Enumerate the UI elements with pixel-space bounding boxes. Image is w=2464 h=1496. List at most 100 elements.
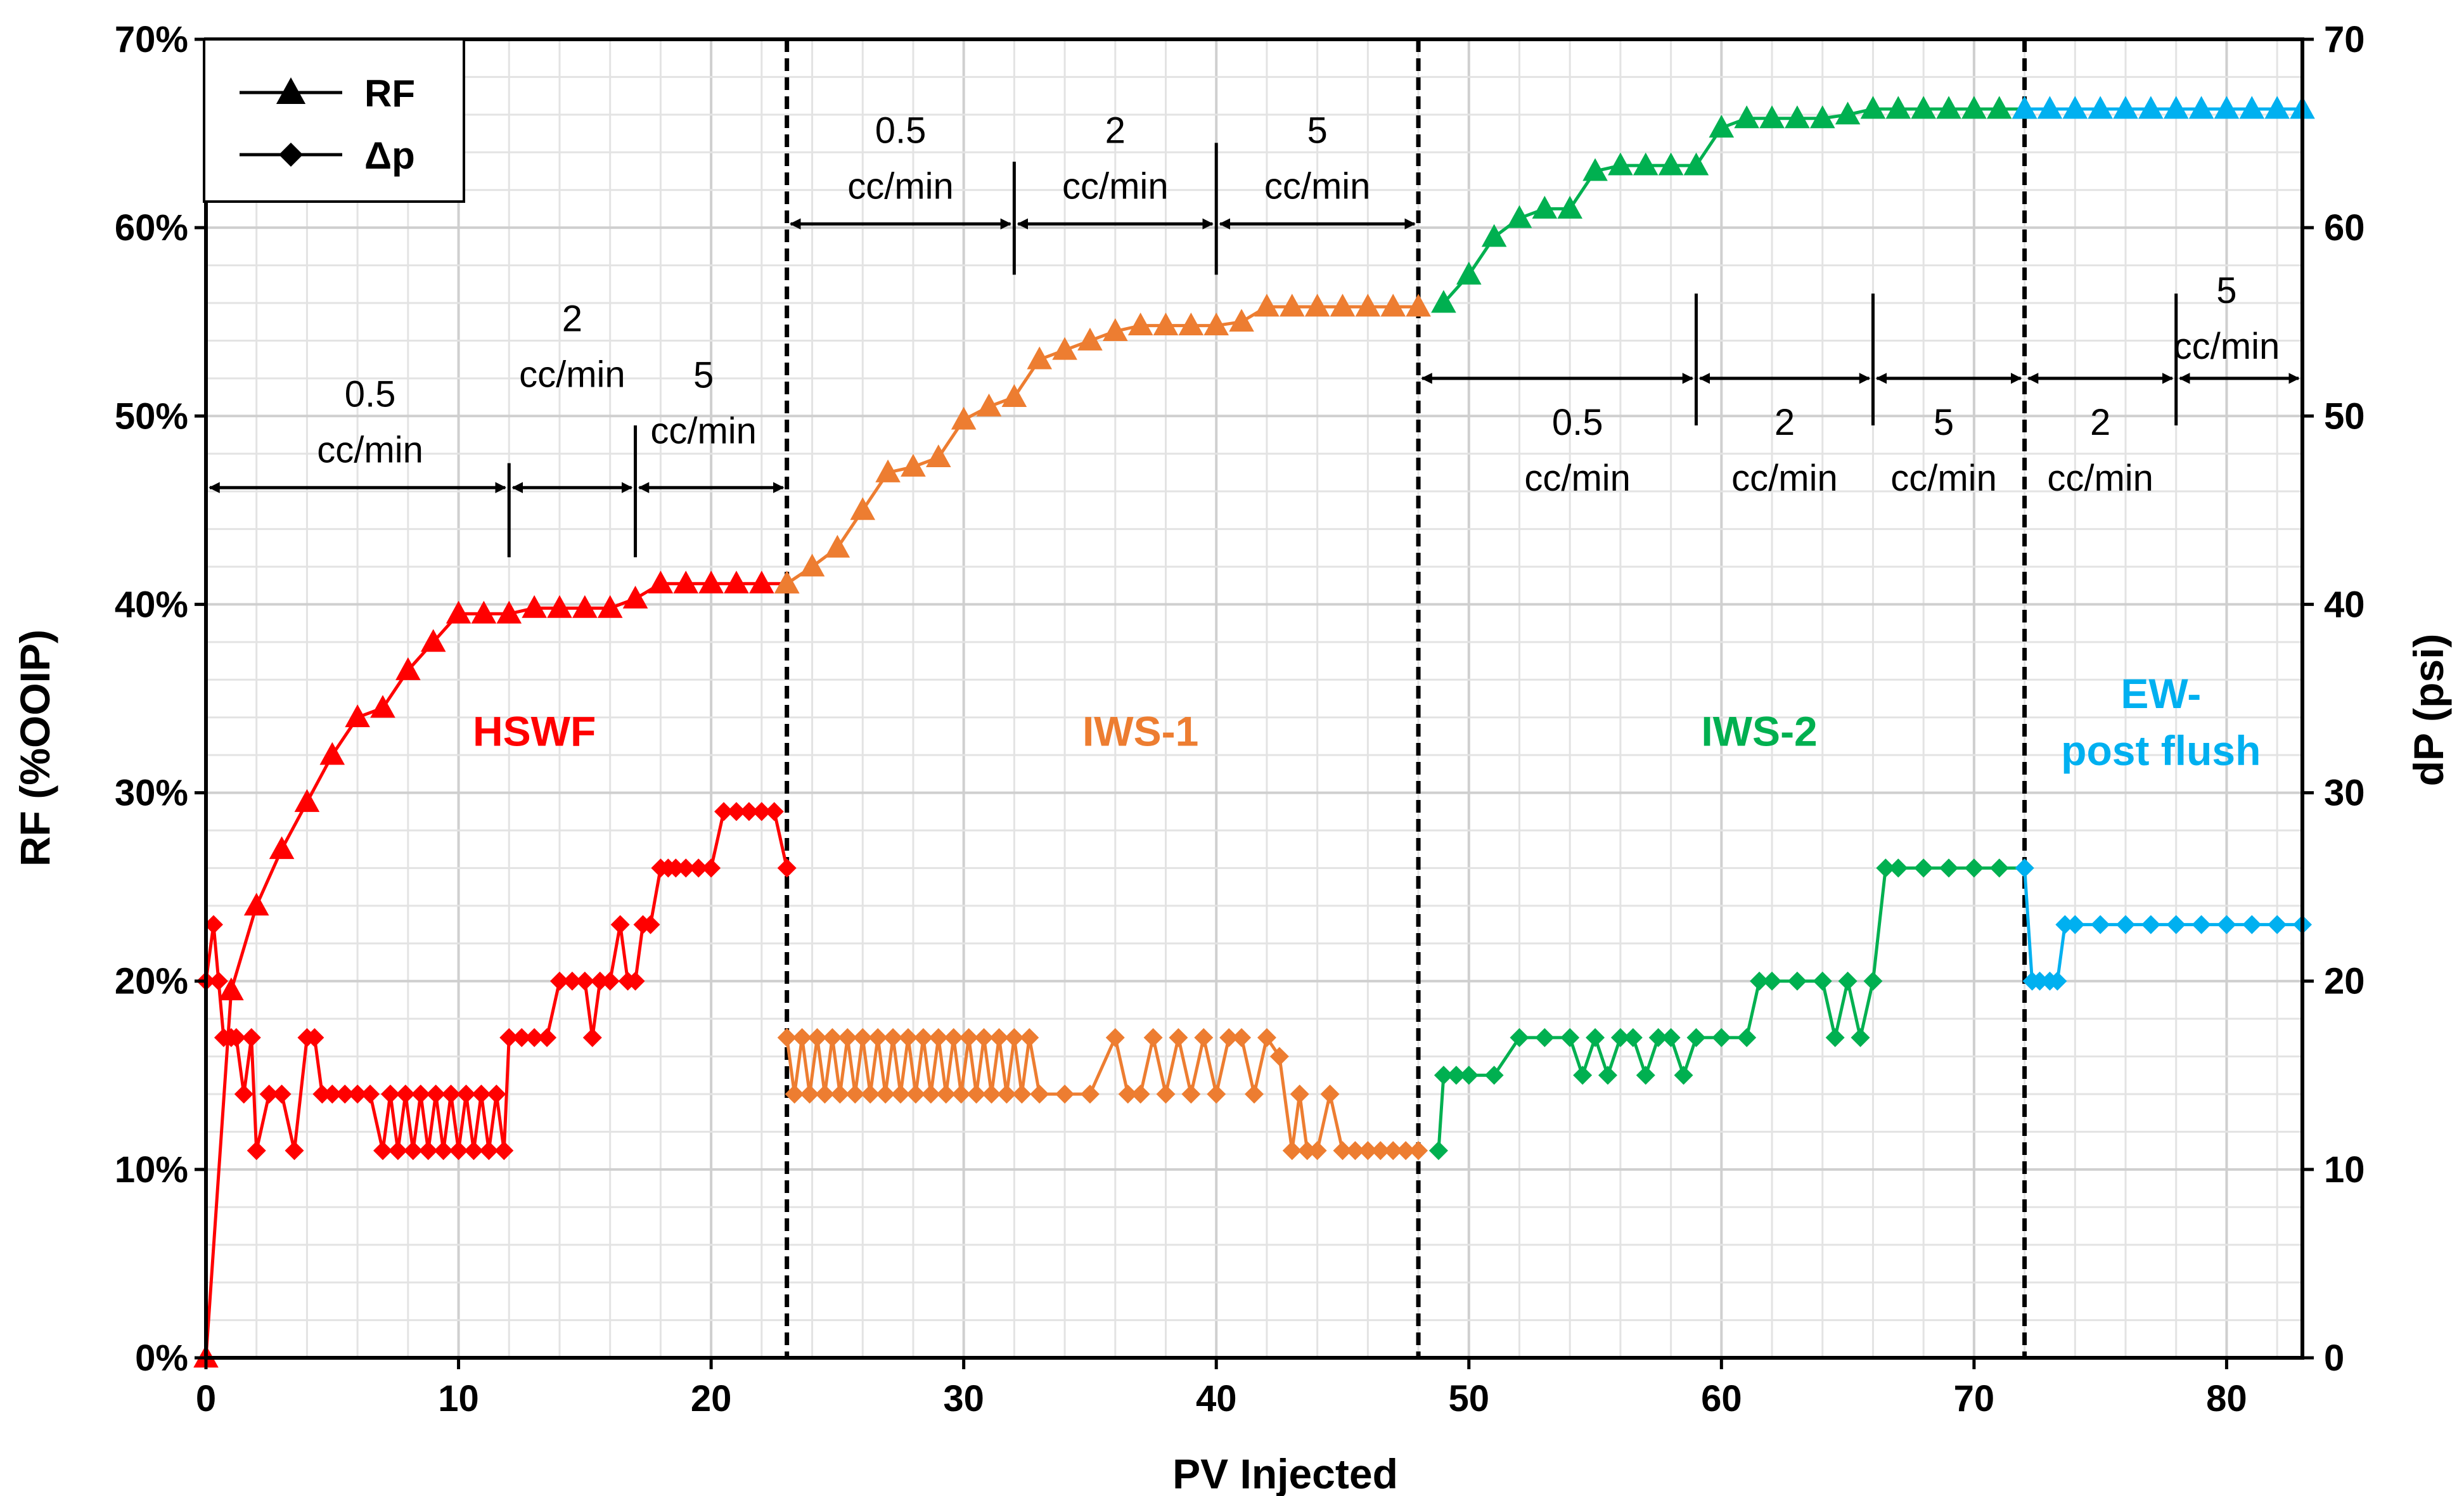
x-tick-label: 60 (1701, 1378, 1742, 1419)
legend: RF Δp (203, 38, 465, 203)
rate-label-line: cc/min (1731, 458, 1838, 499)
dp-point (247, 1141, 266, 1161)
y-right-tick-label: 30 (2324, 773, 2365, 814)
rate-label: 5 cc/min (2174, 270, 2280, 367)
legend-box (203, 38, 465, 203)
rf-series-hswf (193, 571, 800, 1368)
dp-point (876, 1085, 895, 1104)
rate-label: 5 cc/min (650, 355, 757, 452)
dp-point (815, 1085, 835, 1104)
dp-point (944, 1028, 963, 1047)
dp-point (388, 1141, 407, 1161)
phase-label-line: post flush (2061, 727, 2261, 774)
rate-label: 2 cc/min (2047, 402, 2153, 499)
dp-point (395, 1085, 415, 1104)
rate-label: 0.5 cc/min (317, 373, 423, 470)
dp-point (2015, 858, 2034, 878)
rf-point (1785, 105, 1810, 129)
rf-point (319, 742, 345, 765)
dp-point (951, 1085, 971, 1104)
rf-point (976, 393, 1002, 416)
rate-label-line: cc/min (1524, 458, 1631, 499)
dp-point (305, 1028, 324, 1047)
dp-point (323, 1085, 342, 1104)
rf-point (1102, 318, 1128, 341)
dp-point (1636, 1066, 1655, 1085)
x-axis-label: PV Injected (1172, 1450, 1398, 1496)
y-right-tick-label: 60 (2324, 207, 2365, 248)
dp-point (361, 1085, 380, 1104)
rf-point (1330, 293, 1356, 317)
rf-point (1936, 96, 1961, 119)
rf-line (786, 305, 1419, 585)
dp-point (1851, 1028, 1870, 1047)
dp-point (936, 1085, 956, 1104)
rf-point (1304, 293, 1330, 317)
plot-frame (204, 37, 2304, 1360)
rf-point (2214, 96, 2240, 119)
rf-point (219, 977, 244, 1000)
dp-point (689, 858, 709, 878)
legend-label: RF (364, 72, 415, 115)
dp-point (714, 802, 734, 822)
dp-point (1030, 1085, 1049, 1104)
dp-point (1012, 1085, 1032, 1104)
dp-point (1813, 971, 1832, 991)
rf-point (471, 600, 497, 624)
dp-point (1297, 1141, 1317, 1161)
dp-point (272, 1085, 292, 1104)
dp-point (1245, 1085, 1264, 1104)
dp-point (1686, 1028, 1706, 1047)
dp-point (1737, 1028, 1757, 1047)
dp-point (1560, 1028, 1580, 1047)
rate-label: 2 cc/min (519, 299, 626, 396)
rf-point (1153, 313, 1179, 336)
rf-point (901, 453, 926, 477)
x-tick-label: 0 (196, 1378, 216, 1419)
dp-point (626, 971, 645, 991)
dp-point (2091, 915, 2110, 934)
x-tick-label: 70 (1954, 1378, 1995, 1419)
rf-point (1911, 96, 1936, 119)
dp-point (373, 1141, 392, 1161)
dp-point (1320, 1085, 1340, 1104)
rf-series-iws-2 (1431, 96, 2037, 313)
dp-point (906, 1085, 925, 1104)
rate-label-line: cc/min (1062, 165, 1169, 207)
rf-point (1734, 105, 1759, 129)
dp-point (1648, 1028, 1668, 1047)
rf-point (1809, 105, 1835, 129)
dp-point (403, 1141, 423, 1161)
y-right-tick-label: 10 (2324, 1149, 2365, 1190)
rf-point (1203, 313, 1229, 336)
dp-point (1232, 1028, 1252, 1047)
dp-point (549, 971, 569, 991)
rf-point (926, 444, 951, 468)
rate-label: 5 cc/min (1264, 110, 1371, 207)
rf-point (1077, 327, 1103, 351)
rf-point (698, 571, 724, 594)
rf-point (572, 595, 598, 618)
dp-point (2065, 915, 2085, 934)
dp-series-ew-post-flush (2015, 858, 2312, 991)
rf-point (1254, 293, 1280, 317)
dp-point (883, 1028, 903, 1047)
rf-point (2239, 96, 2265, 119)
dp-point (1939, 858, 1959, 878)
dp-point (861, 1085, 880, 1104)
rf-point (799, 553, 825, 577)
rate-label-line: 0.5 (345, 373, 396, 415)
dp-point (1712, 1028, 1731, 1047)
y-left-tick-label: 50% (115, 396, 188, 437)
rf-point (1759, 105, 1785, 129)
dp-point (1307, 1141, 1327, 1161)
dp-point (1838, 971, 1858, 991)
dp-point (807, 1028, 827, 1047)
rate-label-line: cc/min (847, 165, 954, 207)
dp-point (1573, 1066, 1593, 1085)
phase-labels: HSWF IWS-1 IWS-2 EW-post flush (473, 670, 2261, 774)
rf-point (951, 406, 977, 430)
dp-point (702, 858, 721, 878)
rate-label-line: 2 (1774, 402, 1795, 443)
rf-point (496, 600, 522, 624)
